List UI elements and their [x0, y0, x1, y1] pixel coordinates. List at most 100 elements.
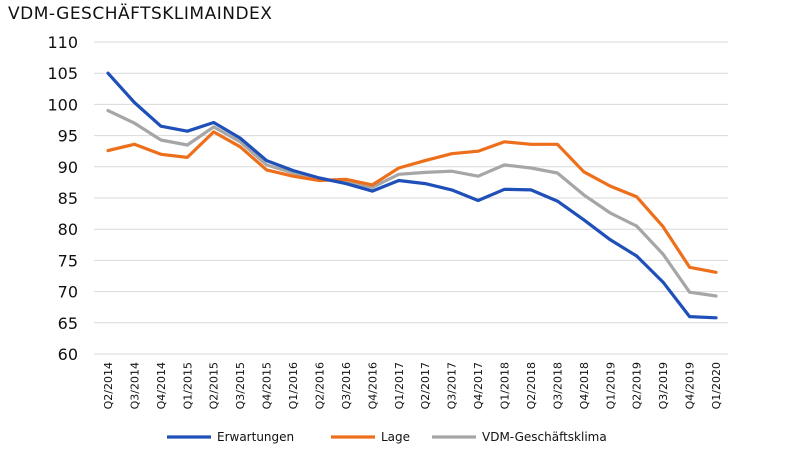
data-point: [186, 143, 189, 147]
data-point: [212, 125, 215, 129]
y-tick-label: 100: [47, 95, 78, 114]
data-point: [424, 171, 427, 174]
x-tick-label: Q2/2016: [313, 362, 326, 409]
data-point: [106, 149, 110, 152]
legend-label: Lage: [381, 430, 410, 444]
x-tick-label: Q2/2017: [419, 362, 432, 409]
y-tick-label: 85: [58, 189, 78, 208]
data-point: [238, 145, 242, 149]
data-point: [371, 186, 374, 189]
data-point: [133, 143, 136, 146]
data-point: [291, 171, 295, 175]
data-point: [265, 168, 268, 172]
data-point: [159, 125, 163, 128]
data-point: [556, 171, 559, 175]
data-point: [133, 101, 136, 104]
x-tick-label: Q1/2018: [499, 362, 512, 409]
x-tick-label: Q3/2015: [234, 362, 247, 409]
data-point: [476, 174, 480, 178]
x-tick-label: Q1/2015: [181, 362, 194, 409]
data-point: [397, 173, 400, 176]
data-point: [661, 225, 665, 228]
x-tick-label: Q2/2018: [525, 362, 538, 409]
data-point: [159, 138, 163, 142]
data-point: [503, 188, 506, 191]
x-tick-label: Q1/2017: [393, 362, 406, 409]
data-point: [529, 166, 533, 170]
x-tick-label: Q3/2017: [446, 362, 459, 409]
y-tick-label: 95: [58, 127, 78, 146]
data-point: [529, 143, 533, 146]
x-tick-label: Q3/2018: [551, 362, 564, 409]
x-tick-label: Q4/2017: [472, 362, 485, 409]
data-point: [556, 199, 559, 203]
data-point: [424, 182, 427, 185]
data-point: [476, 199, 480, 202]
legend-label: VDM-Geschäftsklima: [482, 430, 607, 444]
data-point: [450, 188, 453, 192]
y-tick-label: 70: [58, 283, 78, 302]
data-point: [344, 178, 348, 181]
data-point: [582, 193, 586, 197]
data-point: [318, 179, 321, 182]
y-tick-label: 105: [47, 64, 78, 83]
data-point: [635, 195, 638, 198]
x-tick-label: Q2/2015: [208, 362, 221, 409]
gridlines: [94, 41, 728, 355]
data-point: [556, 143, 559, 146]
data-point: [503, 140, 506, 144]
data-point: [397, 166, 400, 170]
data-point: [238, 136, 242, 140]
data-point: [450, 169, 453, 173]
data-point: [714, 316, 718, 320]
legend: Erwartungen Lage VDM-Geschäftsklima: [167, 430, 607, 444]
y-tick-label: 80: [58, 220, 78, 239]
x-tick-label: Q3/2014: [128, 362, 141, 409]
data-point: [371, 189, 374, 193]
series-line-vdm-gesch-ftsklima: [106, 108, 718, 298]
x-tick-label: Q4/2019: [684, 362, 697, 409]
data-point: [635, 254, 638, 258]
x-tick-label: Q3/2019: [657, 362, 670, 409]
data-point: [424, 159, 427, 162]
x-tick-label: Q1/2020: [710, 362, 723, 409]
legend-label: Erwartungen: [217, 430, 294, 444]
y-tick-label: 90: [58, 158, 78, 177]
data-point: [582, 170, 586, 173]
x-tick-label: Q3/2016: [340, 362, 353, 409]
data-point: [688, 266, 691, 269]
data-point: [635, 224, 638, 228]
data-point: [714, 271, 718, 274]
data-point: [212, 121, 215, 124]
data-point: [476, 150, 480, 153]
x-tick-label: Q2/2019: [631, 362, 644, 409]
data-point: [529, 188, 533, 192]
data-point: [609, 238, 612, 242]
data-point: [397, 179, 400, 182]
data-point: [661, 281, 665, 284]
series-line-erwartungen: [106, 71, 718, 320]
data-point: [186, 156, 189, 159]
data-point: [714, 294, 718, 298]
data-point: [291, 174, 295, 178]
series-line-lage: [106, 130, 718, 274]
y-tick-label: 60: [58, 345, 78, 364]
data-point: [106, 109, 110, 112]
data-point: [159, 153, 163, 156]
x-axis-ticks: Q2/2014 Q3/2014 Q4/2014 Q1/2015 Q2/2015 Q3/20…: [102, 362, 723, 409]
data-point: [238, 140, 242, 144]
data-point: [582, 218, 586, 222]
y-tick-label: 65: [58, 314, 78, 333]
y-axis-ticks: 60 65 70 75 80 85 90 95 100 105 110: [47, 33, 78, 364]
y-tick-label: 110: [47, 33, 78, 52]
data-point: [265, 159, 268, 162]
chart-title: VDM-GESCHÄFTSKLIMAINDEX: [8, 4, 273, 24]
data-point: [133, 121, 136, 125]
data-point: [318, 176, 321, 180]
data-point: [265, 163, 268, 167]
data-point: [688, 291, 691, 294]
x-tick-label: Q1/2019: [604, 362, 617, 409]
data-point: [609, 184, 612, 188]
data-point: [371, 183, 374, 187]
